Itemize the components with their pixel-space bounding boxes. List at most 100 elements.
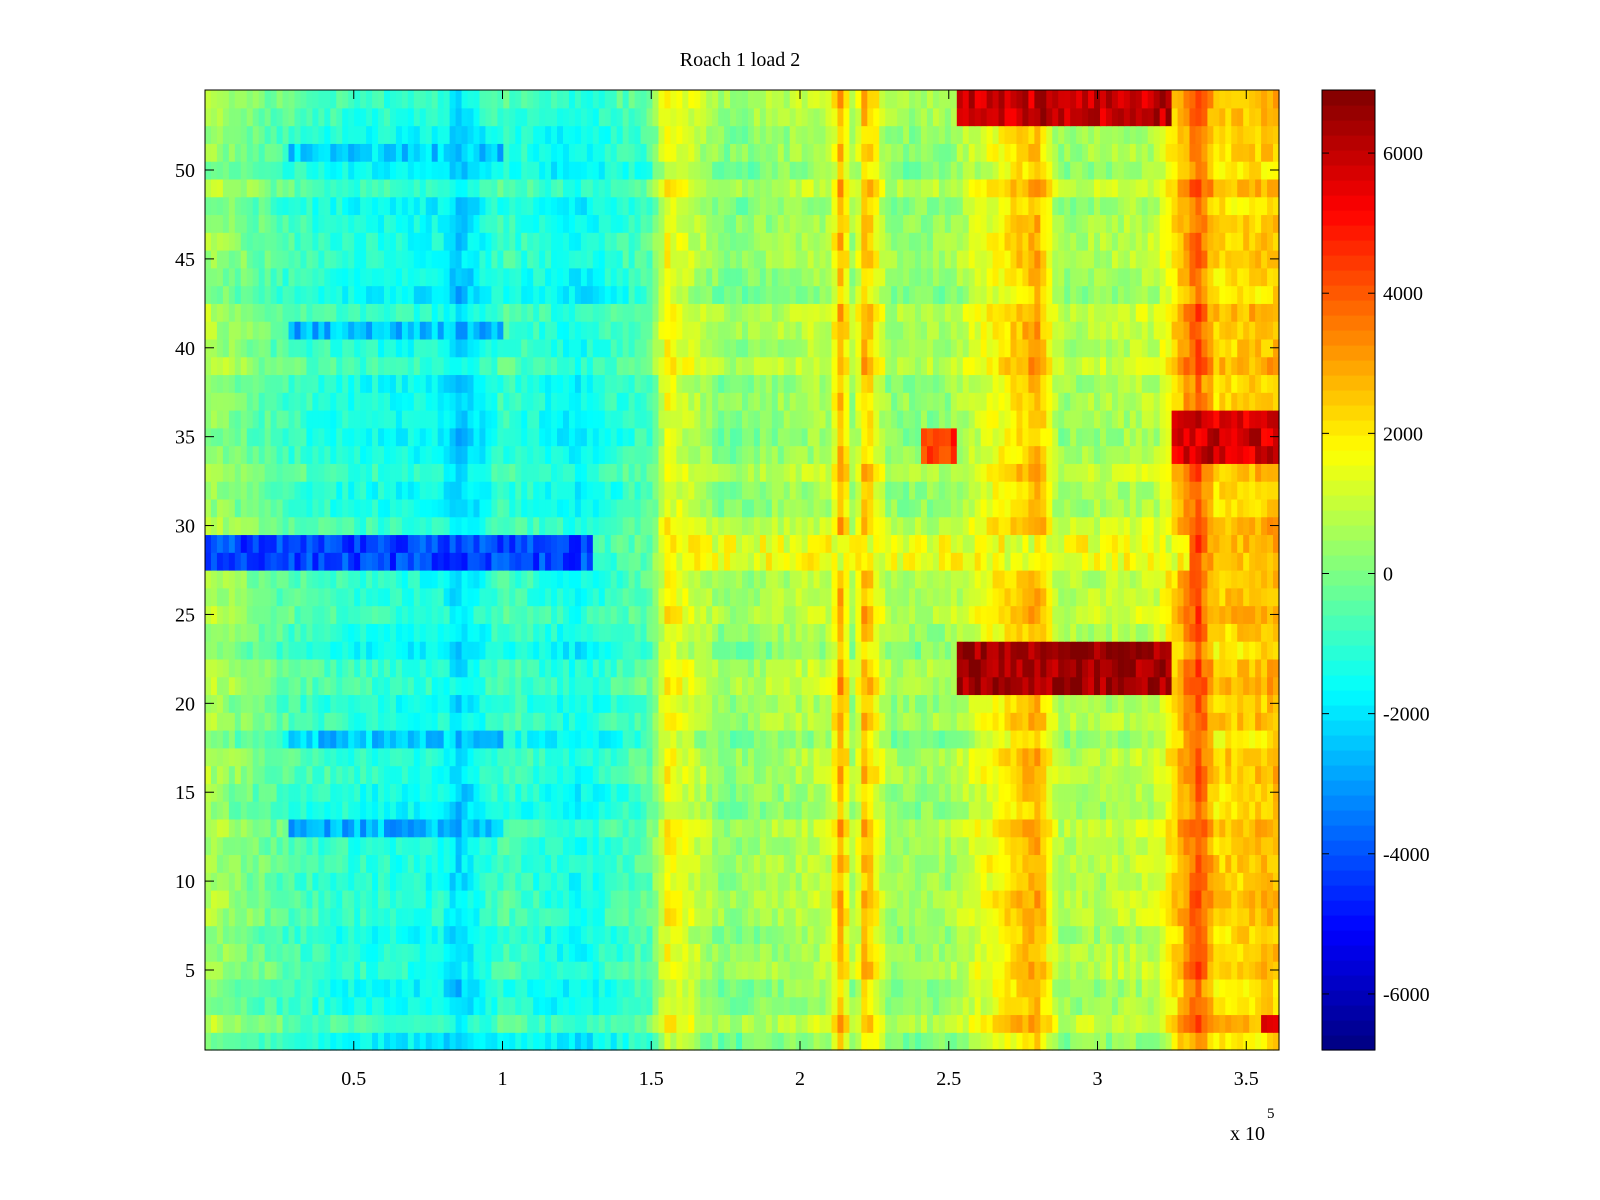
heatmap-cell [1022, 623, 1029, 642]
heatmap-cell [1034, 836, 1041, 856]
heatmap-cell [712, 1032, 719, 1051]
heatmap-cell [407, 890, 415, 909]
heatmap-cell [270, 836, 278, 856]
heatmap-cell [557, 872, 564, 891]
heatmap-cell [765, 925, 773, 944]
heatmap-cell [1225, 961, 1232, 980]
heatmap-cell [574, 943, 582, 962]
heatmap-cell [533, 836, 540, 856]
heatmap-cell [1159, 712, 1167, 731]
heatmap-cell [1225, 730, 1232, 749]
heatmap-cell [598, 943, 606, 962]
heatmap-cell [503, 712, 510, 731]
heatmap-cell [718, 961, 725, 980]
heatmap-cell [694, 854, 701, 873]
heatmap-cell [1225, 676, 1232, 696]
heatmap-cell [545, 676, 552, 696]
heatmap-cell [234, 836, 242, 856]
heatmap-cell [395, 570, 403, 589]
heatmap-cell [509, 854, 516, 873]
heatmap-cell [389, 996, 397, 1016]
heatmap-cell [467, 658, 475, 678]
heatmap-cell [1111, 890, 1119, 909]
heatmap-cell [240, 730, 248, 749]
heatmap-cell [336, 818, 343, 838]
heatmap-cell [670, 978, 677, 998]
heatmap-cell [891, 996, 898, 1016]
heatmap-cell [228, 676, 236, 696]
heatmap-cell [867, 872, 874, 891]
heatmap-cell [688, 712, 695, 731]
heatmap-cell [664, 552, 671, 571]
heatmap-cell [1147, 605, 1155, 624]
heatmap-cell [837, 712, 845, 731]
heatmap-cell [640, 907, 648, 927]
heatmap-cell [807, 1014, 815, 1033]
heatmap-cell [688, 818, 695, 838]
heatmap-cell [980, 623, 988, 642]
heatmap-cell [676, 570, 683, 589]
heatmap-cell [1105, 836, 1113, 856]
heatmap-cell [580, 925, 588, 944]
heatmap-cell [1076, 623, 1083, 642]
heatmap-cell [246, 872, 254, 891]
heatmap-cell [855, 587, 862, 607]
heatmap-cell [1177, 978, 1185, 998]
heatmap-cell [1010, 836, 1018, 856]
heatmap-cell [515, 925, 522, 944]
heatmap-cell [825, 818, 833, 838]
heatmap-cell [563, 872, 570, 891]
heatmap-cell [1237, 1032, 1244, 1051]
heatmap-cell [384, 818, 391, 838]
heatmap-cell [300, 996, 308, 1016]
heatmap-cell [819, 854, 827, 873]
heatmap-cell [431, 854, 439, 873]
heatmap-cell [1153, 747, 1161, 767]
heatmap-cell [1123, 605, 1131, 624]
heatmap-cell [706, 1014, 713, 1033]
heatmap-cell [891, 1032, 898, 1051]
heatmap-cell [783, 978, 791, 998]
heatmap-cell [527, 978, 534, 998]
heatmap-cell [855, 836, 862, 856]
heatmap-cell [348, 747, 355, 767]
heatmap-cell [837, 730, 845, 749]
heatmap-cell [205, 925, 212, 944]
heatmap-cell [694, 570, 701, 589]
heatmap-cell [718, 943, 725, 962]
heatmap-cell [324, 605, 331, 624]
heatmap-cell [497, 605, 504, 624]
heatmap-cell [1147, 801, 1155, 820]
heatmap-cell [867, 801, 874, 820]
heatmap-cell [867, 1032, 874, 1051]
heatmap-cell [366, 925, 373, 944]
heatmap-cell [610, 765, 618, 784]
heatmap-cell [276, 676, 284, 696]
heatmap-cell [473, 712, 481, 731]
heatmap-cell [527, 1014, 534, 1033]
heatmap-cell [1111, 694, 1119, 713]
heatmap-cell [1171, 996, 1179, 1016]
heatmap-cell [1022, 836, 1029, 856]
heatmap-cell [580, 1014, 588, 1033]
heatmap-cell [903, 587, 910, 607]
heatmap-cell [312, 818, 319, 838]
heatmap-cell [252, 943, 260, 962]
heatmap-cell [515, 943, 522, 962]
heatmap-cell [795, 694, 803, 713]
heatmap-cell [670, 801, 677, 820]
heatmap-cell [867, 765, 874, 784]
heatmap-cell [551, 1014, 558, 1033]
heatmap-cell [658, 1014, 666, 1033]
heatmap-cell [718, 623, 725, 642]
heatmap-cell [1147, 765, 1155, 784]
heatmap-cell [783, 730, 791, 749]
heatmap-cell [378, 818, 385, 838]
heatmap-cell [1117, 907, 1125, 927]
heatmap-cell [1052, 854, 1059, 873]
heatmap-cell [622, 747, 630, 767]
heatmap-cell [395, 694, 403, 713]
heatmap-cell [1153, 694, 1161, 713]
heatmap-cell [658, 818, 666, 838]
heatmap-cell [1201, 818, 1208, 838]
